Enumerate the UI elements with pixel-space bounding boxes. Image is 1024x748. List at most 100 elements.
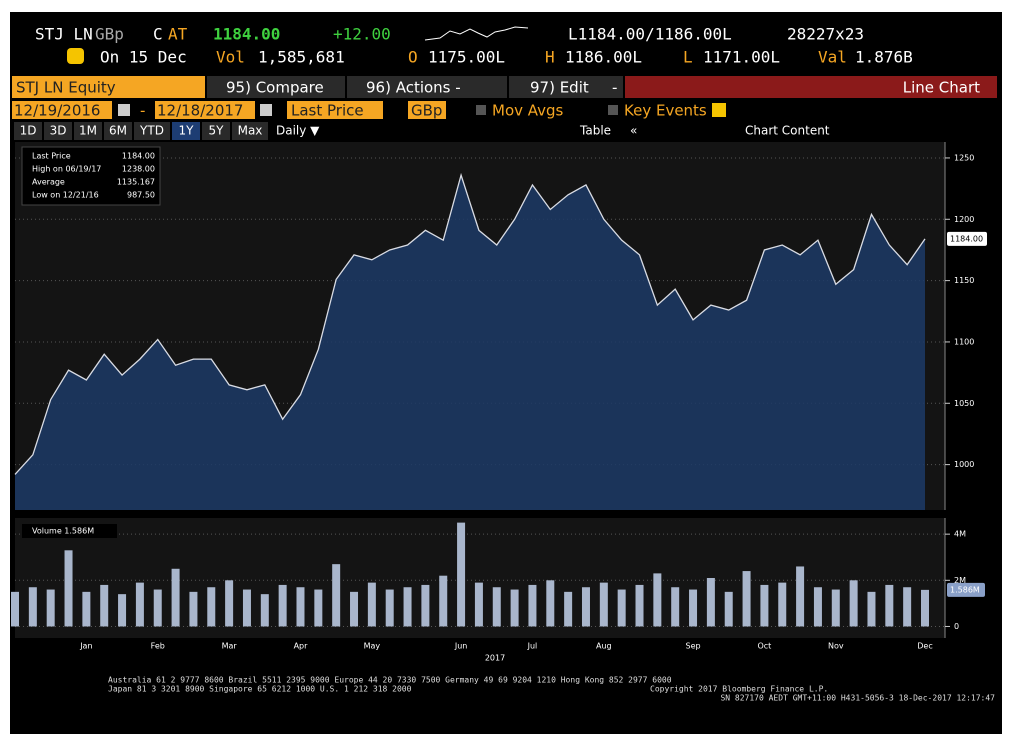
info[interactable]: [712, 103, 726, 117]
x-tick-label: Mar: [222, 642, 238, 651]
volume-bar: [635, 584, 644, 627]
table[interactable]: Table: [579, 124, 611, 138]
volume-bar: [225, 580, 234, 627]
volume-bar: [118, 594, 127, 627]
volume-bar: [706, 578, 715, 627]
volume-bar: [653, 573, 662, 627]
volume-bar: [314, 589, 323, 627]
sparkline: [424, 26, 529, 41]
x-tick-label: Feb: [151, 642, 165, 651]
currency: GBp: [95, 25, 124, 44]
last-box: [947, 231, 987, 246]
icon: [67, 48, 84, 64]
last-label: 1184.00: [950, 234, 983, 243]
legend-label: Low on 12/21/16: [32, 191, 99, 200]
btn[interactable]: [509, 76, 623, 98]
footer-line: Australia 61 2 9777 8600 Brazil 5511 239…: [108, 676, 672, 685]
val: 1.876B: [855, 48, 913, 67]
period: 6M: [109, 124, 127, 138]
y-tick-label: 1150: [954, 276, 974, 285]
x-tick-label: Apr: [294, 642, 309, 651]
c: C: [153, 25, 163, 44]
val-label: Val: [818, 48, 847, 67]
period-btn[interactable]: [44, 122, 72, 140]
end-box[interactable]: [155, 101, 255, 119]
field-box[interactable]: [287, 101, 383, 119]
content[interactable]: Chart Content: [745, 124, 830, 138]
legend-value: 1238.00: [122, 165, 155, 174]
controls: 12/19/2016 - 12/18/2017 Last Price GBp M…: [12, 101, 726, 120]
low: 1171.00L: [703, 48, 780, 67]
y-tick-label: 1100: [954, 337, 974, 346]
footer: Australia 61 2 9777 8600 Brazil 5511 239…: [108, 676, 995, 703]
security-box[interactable]: [12, 76, 205, 98]
volume-bar: [778, 582, 787, 627]
legend-label: Last Price: [32, 152, 71, 161]
x-tick-label: Oct: [757, 642, 771, 651]
volume-bar: [457, 522, 466, 627]
actions: 96) Actions -: [366, 79, 461, 97]
volume-bar: [153, 589, 162, 627]
volume-bar: [849, 580, 858, 627]
volume-bar: [385, 589, 394, 627]
check[interactable]: [608, 105, 618, 115]
period-btn[interactable]: [232, 122, 268, 140]
volume-bar: [260, 594, 269, 627]
y-tick-label: 1250: [954, 153, 974, 162]
period-btn[interactable]: [14, 122, 42, 140]
x-tick-label: Dec: [917, 642, 932, 651]
header: STJ LN GBp C AT 1184.00 +12.00 L1184.00/…: [35, 25, 913, 67]
volume-bar: [28, 587, 37, 627]
dash: -: [612, 79, 617, 97]
period: 3D: [50, 124, 67, 138]
period-btn[interactable]: [74, 122, 102, 140]
start-box[interactable]: [12, 101, 112, 119]
volume-bar: [796, 566, 805, 627]
period-btn[interactable]: [172, 122, 200, 140]
volume-bar: [332, 564, 341, 627]
period: 1Y: [179, 124, 195, 138]
open-label: O: [408, 48, 418, 67]
x-tick-label: Sep: [686, 642, 701, 651]
y-tick-label: 1200: [954, 215, 974, 224]
volume-bar: [46, 589, 55, 627]
high-label: H: [545, 48, 555, 67]
legend-value: 1184.00: [122, 152, 155, 161]
x-tick-label: Jul: [527, 642, 538, 651]
legend-value: 987.50: [127, 191, 155, 200]
check[interactable]: [476, 105, 486, 115]
period: 5Y: [209, 124, 225, 138]
legend-label: Volume 1.586M: [32, 527, 94, 536]
ticker: STJ LN: [35, 25, 93, 44]
price: 1184.00: [213, 25, 280, 44]
volume-bar: [813, 587, 822, 627]
volume-bar: [492, 587, 501, 627]
volume-bar: [171, 568, 180, 627]
volume-bar: [885, 584, 894, 627]
btn[interactable]: [207, 76, 345, 98]
ccy-box[interactable]: [408, 101, 446, 119]
period-btn[interactable]: [202, 122, 230, 140]
period-btn[interactable]: [134, 122, 170, 140]
x-tick-label: Jun: [454, 642, 468, 651]
start: 12/19/2016: [14, 102, 100, 120]
volume-bar: [278, 584, 287, 627]
volume-bar: [474, 582, 483, 627]
volume-bar: [617, 589, 626, 627]
volume-bar: [296, 587, 305, 627]
compare: 95) Compare: [226, 79, 324, 97]
last-box: [947, 582, 985, 597]
toolbar: Table « Chart Content: [579, 124, 830, 138]
volume-bar: [671, 587, 680, 627]
volume-bar: [724, 591, 733, 627]
sep: -: [140, 102, 145, 120]
change: +12.00: [333, 25, 391, 44]
cal[interactable]: [118, 104, 130, 116]
back[interactable]: «: [630, 124, 637, 138]
btn[interactable]: [347, 76, 507, 98]
volume-bar: [350, 591, 359, 627]
x-tick-label: Aug: [596, 642, 612, 651]
cal[interactable]: [260, 104, 272, 116]
volume-bar: [510, 589, 519, 627]
period-btn[interactable]: [104, 122, 132, 140]
